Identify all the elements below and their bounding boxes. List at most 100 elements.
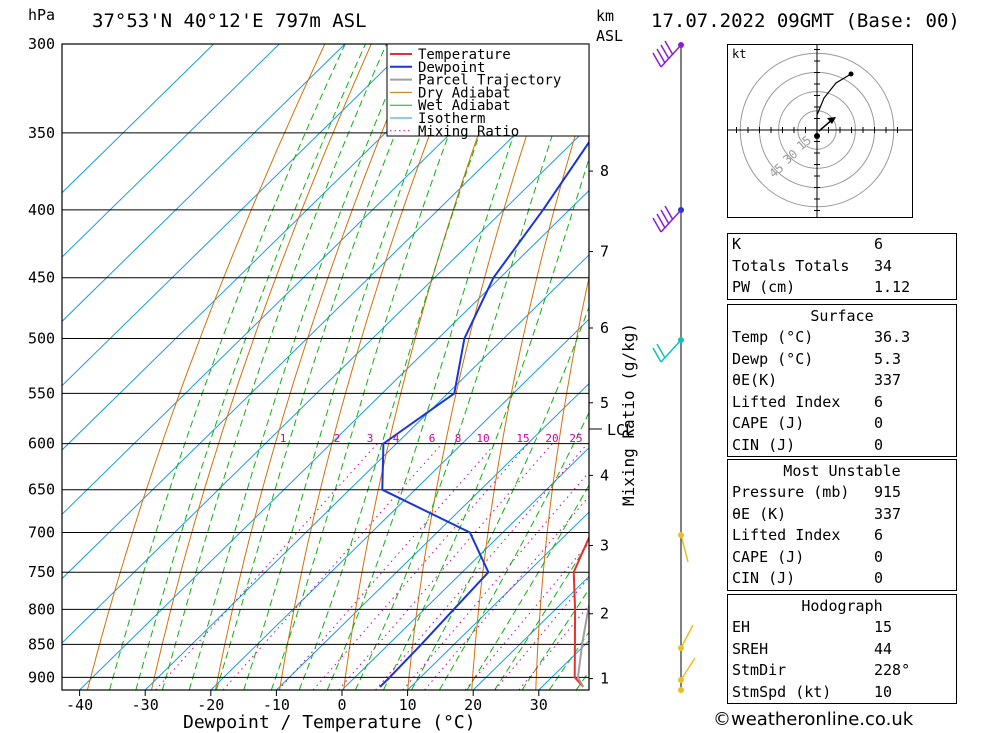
isotherm-line bbox=[407, 511, 589, 690]
wet-adiabat-line bbox=[326, 44, 546, 690]
mixing-ratio-line bbox=[402, 471, 589, 690]
temperature-line bbox=[572, 535, 589, 688]
legend-item: Wet Adiabat bbox=[418, 98, 511, 114]
hodograph-ring-label: 15 bbox=[794, 133, 814, 153]
lcl-label: LCL bbox=[607, 421, 634, 439]
index-row: CAPE (J) 0 bbox=[728, 413, 956, 435]
pressure-tick-label: 800 bbox=[28, 600, 55, 618]
index-value: 0 bbox=[874, 435, 884, 454]
mixing-ratio-line bbox=[375, 443, 588, 690]
pressure-tick-label: 650 bbox=[28, 481, 55, 499]
mixing-ratio-label: 4 bbox=[393, 432, 400, 445]
mixing-ratio-axis-label: Mixing Ratio (g/kg) bbox=[619, 323, 638, 506]
isotherm-line bbox=[62, 61, 589, 580]
index-row: CAPE (J) 0 bbox=[728, 547, 956, 569]
hodograph-start-dot bbox=[814, 133, 820, 139]
hodograph-title: Hodograph bbox=[801, 597, 883, 615]
isotherm-line bbox=[472, 575, 589, 690]
mixing-ratio-label: 20 bbox=[545, 432, 558, 445]
storm-motion-arrowhead bbox=[827, 117, 836, 124]
index-value: 228° bbox=[874, 661, 911, 679]
index-row: Pressure (mb) 915 bbox=[728, 482, 956, 504]
most-unstable-table: Most Unstable Pressure (mb) 915 θE (K) 337 L… bbox=[727, 459, 957, 591]
wet-adiabat-line bbox=[575, 670, 589, 690]
index-label: EH bbox=[732, 618, 751, 636]
km-tick-label: 7 bbox=[600, 243, 609, 261]
pressure-tick-label: 750 bbox=[28, 563, 55, 581]
isotherm-line bbox=[62, 44, 280, 258]
general-indices-table: K 6 Totals Totals 34 PW (cm) 1.12 bbox=[727, 233, 957, 300]
wind-level-dot bbox=[678, 687, 684, 693]
plot-frame bbox=[61, 43, 590, 691]
legend-item: Dry Adiabat bbox=[418, 85, 511, 101]
wind-barb-shaft bbox=[660, 209, 682, 233]
mixing-ratio-label: 15 bbox=[516, 432, 529, 445]
legend-item: Temperature bbox=[418, 47, 511, 63]
isotherm-line bbox=[62, 125, 589, 644]
km-tick-label: 8 bbox=[600, 162, 609, 180]
surface-title: Surface bbox=[728, 304, 956, 327]
wet-adiabat-line bbox=[215, 44, 433, 690]
legend-box bbox=[386, 43, 590, 137]
mixing-ratio-label: 10 bbox=[476, 432, 489, 445]
index-label: Pressure (mb) bbox=[732, 483, 850, 501]
index-label: Totals Totals bbox=[732, 256, 850, 275]
km-tick-label: 4 bbox=[600, 466, 609, 484]
index-value: 337 bbox=[874, 371, 902, 389]
dry-adiabat-line bbox=[407, 44, 558, 690]
pressure-unit-label: hPa bbox=[28, 6, 56, 24]
x-axis-label: Dewpoint / Temperature (°C) bbox=[183, 712, 476, 733]
index-row: StmSpd (kt) 10 bbox=[728, 682, 956, 704]
wet-adiabat-line bbox=[382, 157, 589, 690]
mixing-ratio-label: 3 bbox=[367, 432, 374, 445]
datetime-title: 17.07.2022 09GMT (Base: 00) bbox=[651, 10, 960, 32]
dry-adiabat-line bbox=[151, 44, 372, 690]
most-unstable-title: Most Unstable bbox=[783, 462, 901, 480]
location-title: 37°53'N 40°12'E 797m ASL bbox=[92, 10, 367, 32]
parcel-trajectory-line bbox=[576, 601, 589, 688]
wet-adiabat-line bbox=[411, 305, 589, 690]
pressure-tick-label: 400 bbox=[28, 201, 55, 219]
index-value: 915 bbox=[874, 483, 902, 501]
mixing-ratio-line bbox=[494, 576, 589, 690]
mixing-ratio-label: 8 bbox=[455, 432, 462, 445]
index-row: SREH 44 bbox=[728, 639, 956, 661]
index-row: PW (cm) 1.12 bbox=[728, 277, 956, 299]
wet-adiabat-line bbox=[109, 44, 346, 690]
index-value: 1.12 bbox=[874, 278, 911, 296]
wind-profile bbox=[652, 40, 696, 693]
dry-adiabat-line bbox=[471, 88, 589, 690]
surface-table: Surface Temp (°C) 36.3 Dewp (°C) 5.3 θE(K) 33… bbox=[727, 304, 957, 457]
index-label: K bbox=[732, 235, 742, 253]
background-lines bbox=[62, 44, 589, 690]
index-value: 0 bbox=[874, 414, 884, 432]
isotherm-line bbox=[62, 44, 346, 323]
x-tick-label: 0 bbox=[337, 696, 346, 714]
x-tick-label: -30 bbox=[132, 696, 159, 714]
wind-barb bbox=[664, 40, 674, 56]
index-value: 6 bbox=[874, 235, 884, 253]
mixing-ratio-line bbox=[155, 443, 378, 690]
dry-adiabat-line bbox=[86, 44, 326, 690]
mixing-ratio-label: 6 bbox=[429, 432, 436, 445]
wind-barb bbox=[656, 343, 666, 359]
legend-item: Isotherm bbox=[418, 111, 485, 127]
index-value: 0 bbox=[874, 547, 884, 566]
index-label: Dewp (°C) bbox=[732, 349, 814, 368]
isotherm-line bbox=[62, 44, 543, 516]
mixing-ratio-label: 2 bbox=[334, 432, 341, 445]
wind-barb-shaft bbox=[680, 657, 696, 681]
skewt-diagram: 300350400450500550600650700750800850900-… bbox=[28, 35, 696, 733]
index-value: 6 bbox=[874, 392, 884, 411]
mixing-ratio-label: 1 bbox=[280, 432, 287, 445]
isotherm-line bbox=[341, 447, 589, 690]
index-label: CIN (J) bbox=[732, 435, 796, 454]
index-value: 10 bbox=[874, 682, 893, 701]
wind-barb-shaft bbox=[660, 339, 682, 363]
pressure-tick-label: 300 bbox=[28, 35, 55, 53]
wind-barb bbox=[652, 217, 662, 233]
dewpoint-line bbox=[379, 44, 589, 688]
index-row: Temp (°C) 36.3 bbox=[728, 327, 956, 349]
